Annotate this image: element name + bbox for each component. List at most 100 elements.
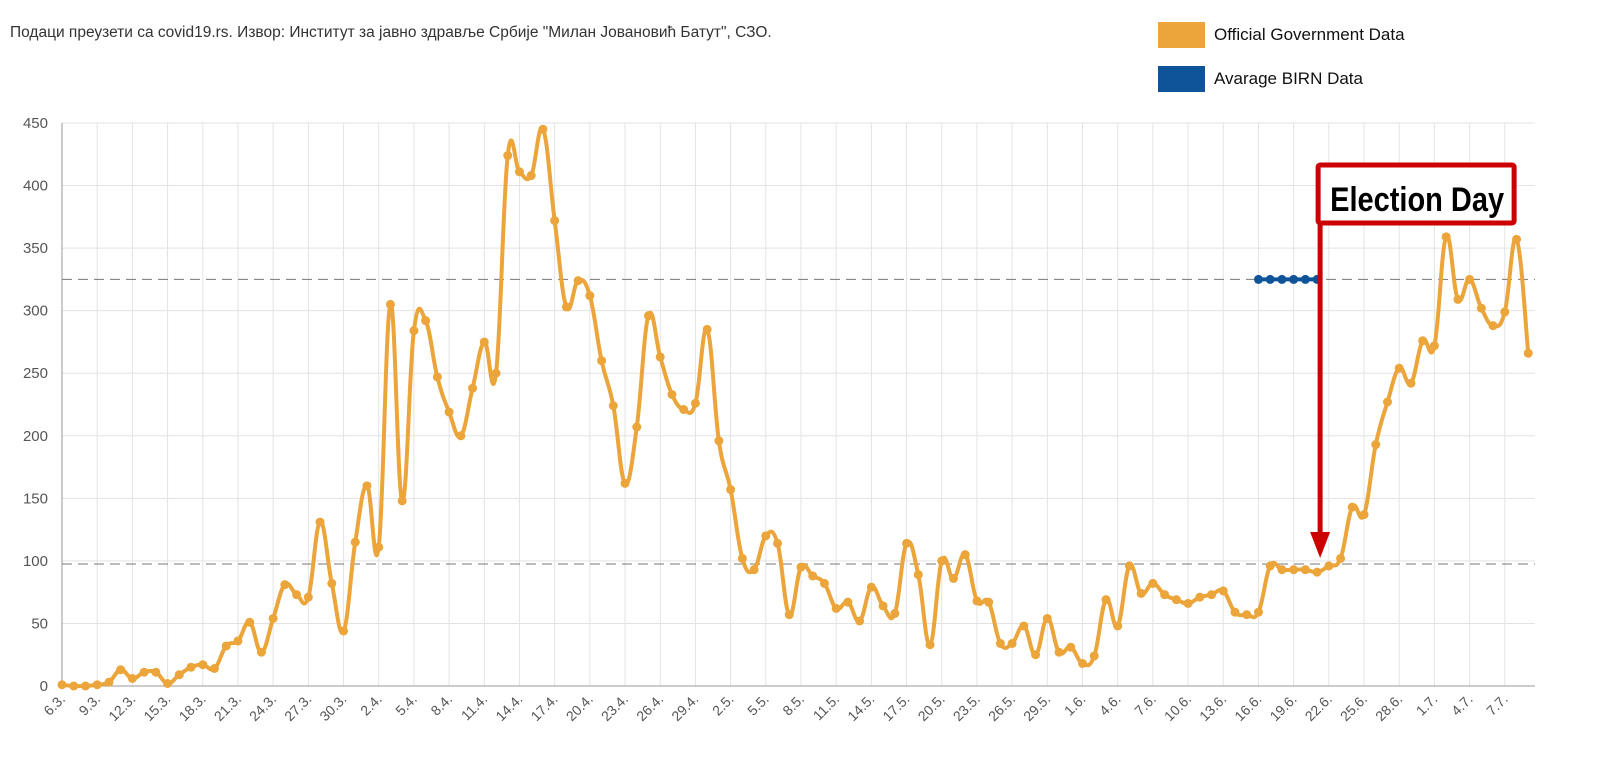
official-data-point [1336, 553, 1346, 563]
official-data-point [773, 538, 783, 548]
official-data-point [1042, 613, 1052, 623]
official-data-point [468, 383, 478, 393]
official-data-point [385, 299, 395, 309]
x-tick-label: 29.5. [1020, 691, 1053, 724]
official-data-point [1242, 610, 1252, 620]
official-data-point [432, 372, 442, 382]
official-data-point [1429, 341, 1439, 351]
x-tick-label: 9.3. [75, 691, 103, 719]
x-tick-label: 23.5. [950, 691, 983, 724]
official-data-point [1453, 294, 1463, 304]
official-data-point [1312, 567, 1322, 577]
x-tick-label: 2.5. [709, 691, 737, 719]
x-tick-label: 25.6. [1337, 691, 1370, 724]
official-data-point [925, 640, 935, 650]
official-data-point [1078, 658, 1088, 668]
official-data-point [198, 660, 208, 670]
official-data-point [139, 667, 149, 677]
official-data-point [174, 670, 184, 680]
official-data-point [1476, 303, 1486, 313]
official-data-point [1265, 561, 1275, 571]
x-tick-label: 7.7. [1483, 691, 1511, 719]
y-tick-label: 300 [23, 303, 48, 320]
official-data-point [92, 680, 102, 690]
x-tick-label: 20.4. [563, 691, 596, 724]
official-data-point [1523, 348, 1533, 358]
official-data-point [80, 681, 90, 691]
x-tick-label: 18.3. [176, 691, 209, 724]
official-data-point [280, 580, 290, 590]
official-data-point [1500, 307, 1510, 317]
official-data-point [374, 542, 384, 552]
official-data-point [57, 680, 67, 690]
official-data-point [1512, 234, 1522, 244]
x-tick-label: 5.5. [744, 691, 772, 719]
x-tick-label: 8.5. [779, 691, 807, 719]
birn-data-point [1265, 274, 1275, 284]
official-data-point [702, 324, 712, 334]
official-data-point [561, 302, 571, 312]
official-data-point [350, 537, 360, 547]
official-data-point [1160, 590, 1170, 600]
official-data-point [1007, 638, 1017, 648]
official-data-point [937, 556, 947, 566]
legend-item-official: Official Government Data [1158, 22, 1405, 48]
legend-swatch-blue [1158, 66, 1205, 92]
official-data-point [1031, 650, 1041, 660]
official-data-point [127, 673, 137, 683]
official-data-point [620, 478, 630, 488]
official-data-point [995, 638, 1005, 648]
official-data-point [726, 485, 736, 495]
x-tick-label: 14.5. [844, 691, 877, 724]
official-data-point [784, 610, 794, 620]
y-tick-label: 100 [23, 553, 48, 570]
official-data-point [514, 167, 524, 177]
official-data-point [843, 597, 853, 607]
x-tick-label: 24.3. [246, 691, 279, 724]
official-data-point [1230, 607, 1240, 617]
official-data-point [526, 171, 536, 181]
x-tick-label: 15.3. [140, 691, 173, 724]
x-tick-label: 26.4. [633, 691, 666, 724]
official-data-point [819, 578, 829, 588]
official-data-point [1171, 595, 1181, 605]
x-tick-label: 30.3. [316, 691, 349, 724]
official-data-point [1441, 232, 1451, 242]
y-tick-label: 200 [23, 428, 48, 445]
birn-data-point [1300, 274, 1310, 284]
official-data-point [1136, 588, 1146, 598]
x-tick-label: 1.6. [1061, 691, 1089, 719]
x-tick-label: 12.3. [105, 691, 138, 724]
official-data-point [1418, 336, 1428, 346]
x-tick-label: 1.7. [1413, 691, 1441, 719]
official-data-point [292, 590, 302, 600]
official-data-point [573, 276, 583, 286]
y-tick-label: 350 [23, 240, 48, 257]
official-data-point [878, 601, 888, 611]
official-data-point [538, 124, 548, 134]
official-data-point [233, 636, 243, 646]
official-data-point [902, 538, 912, 548]
official-data-point [1101, 595, 1111, 605]
official-data-point [491, 368, 501, 378]
x-tick-label: 19.6. [1266, 691, 1299, 724]
official-data-point [1054, 647, 1064, 657]
official-data-point [444, 407, 454, 417]
y-tick-label: 250 [23, 365, 48, 382]
x-tick-label: 11.4. [458, 691, 491, 724]
x-tick-label: 20.5. [915, 691, 948, 724]
official-data-point [397, 496, 407, 506]
y-tick-label: 400 [23, 178, 48, 195]
official-data-point [1253, 607, 1263, 617]
legend-swatch-orange [1158, 22, 1205, 48]
x-tick-label: 22.6. [1302, 691, 1335, 724]
x-tick-label: 7.6. [1131, 691, 1159, 719]
official-data-point [761, 531, 771, 541]
official-data-point [597, 356, 607, 366]
official-data-point [1183, 598, 1193, 608]
official-data-point [69, 681, 79, 691]
x-tick-label: 2.4. [357, 691, 385, 719]
x-tick-label: 10.6. [1161, 691, 1194, 724]
official-data-point [1089, 651, 1099, 661]
chart-title: Подаци преузети са covid19.rs. Извор: Ин… [10, 24, 772, 41]
